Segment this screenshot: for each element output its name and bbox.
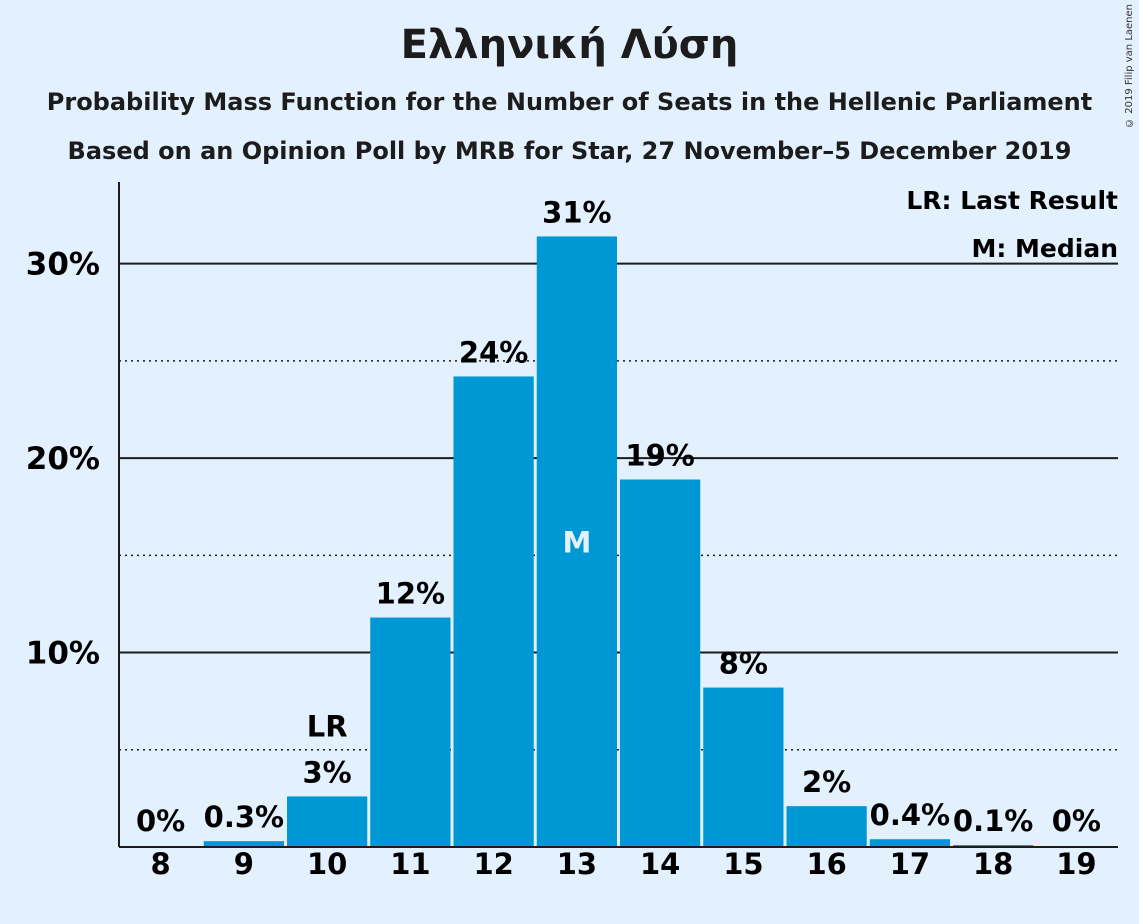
data-label: 3% <box>303 755 352 789</box>
data-label: 0.4% <box>870 798 950 832</box>
data-label: 12% <box>376 577 445 611</box>
bars <box>203 236 1034 847</box>
x-tick-label: 15 <box>723 847 763 881</box>
data-label: 19% <box>625 439 694 473</box>
bar-15 <box>703 687 784 847</box>
bar-12 <box>453 376 534 847</box>
data-label: 24% <box>459 335 528 369</box>
gridlines <box>119 262 1118 751</box>
chart-subtitle-source: Based on an Opinion Poll by MRB for Star… <box>67 137 1072 165</box>
x-tick-label: 8 <box>151 847 171 881</box>
data-label: 0% <box>1052 804 1101 838</box>
x-tick-label: 12 <box>473 847 513 881</box>
chart-subtitle: Probability Mass Function for the Number… <box>46 88 1093 116</box>
data-label: 8% <box>719 647 768 681</box>
data-label: 0.1% <box>953 804 1033 838</box>
labels: 10% 20% 30% 8 0% 9 0.3% 10 3% LR 11 12% 12 24% 13 31% M 1… <box>26 195 1101 881</box>
bar-11 <box>370 617 451 847</box>
y-tick-label: 20% <box>26 441 100 477</box>
bar-10 <box>287 796 368 847</box>
bar-16 <box>786 806 867 847</box>
chart-title: Ελληνική Λύση <box>400 22 739 68</box>
data-label: 0% <box>136 804 185 838</box>
y-tick-label: 30% <box>26 247 100 283</box>
axes <box>118 182 1118 848</box>
y-tick-label: 10% <box>26 636 100 672</box>
x-tick-label: 16 <box>806 847 846 881</box>
x-tick-label: 10 <box>307 847 347 881</box>
x-tick-label: 14 <box>640 847 680 881</box>
data-label: 31% <box>542 195 611 229</box>
legend-median: M: Median <box>971 234 1118 263</box>
data-label: 0.3% <box>204 800 284 834</box>
x-tick-label: 18 <box>973 847 1013 881</box>
x-tick-label: 9 <box>234 847 254 881</box>
median-marker: M <box>562 526 591 560</box>
x-tick-label: 19 <box>1056 847 1096 881</box>
x-tick-label: 11 <box>390 847 430 881</box>
x-tick-label: 17 <box>890 847 930 881</box>
x-tick-label: 13 <box>557 847 597 881</box>
data-label: 2% <box>802 765 851 799</box>
bar-17 <box>869 839 950 847</box>
bar-9 <box>203 841 284 847</box>
bar-13 <box>536 236 617 847</box>
last-result-marker: LR <box>307 709 348 743</box>
bar-14 <box>620 479 701 847</box>
legend-last-result: LR: Last Result <box>906 186 1118 215</box>
